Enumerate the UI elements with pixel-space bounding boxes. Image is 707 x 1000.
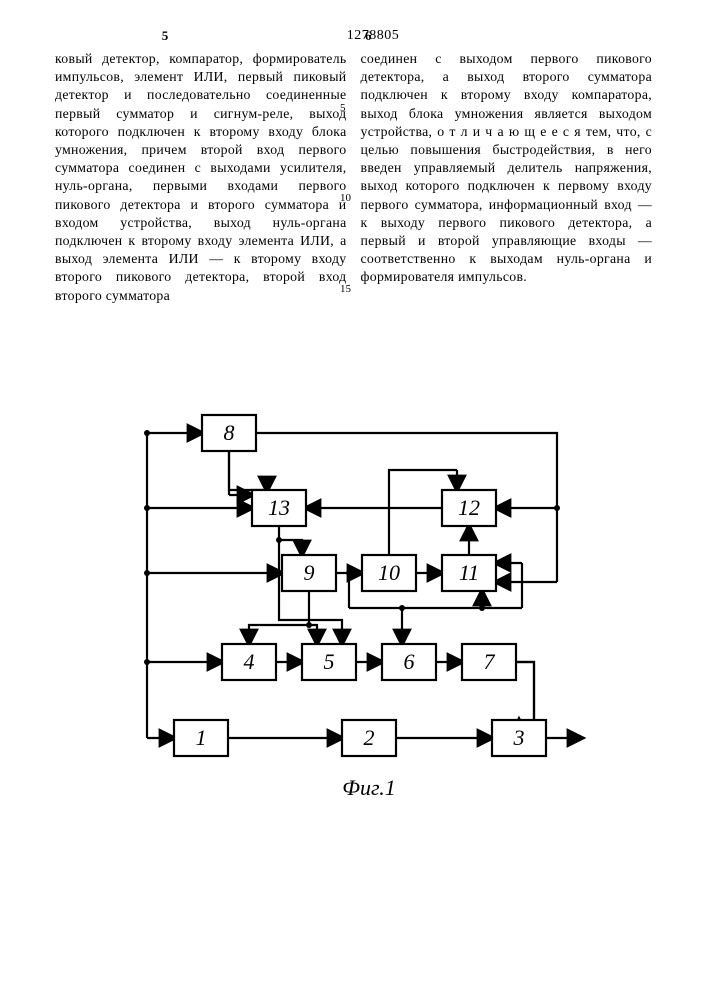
line-marker-10: 10 bbox=[340, 192, 351, 204]
box-7: 7 bbox=[462, 644, 516, 680]
box-8: 8 bbox=[202, 415, 256, 451]
box-4: 4 bbox=[222, 644, 276, 680]
box-9: 9 bbox=[282, 555, 336, 591]
box-10: 10 bbox=[362, 555, 416, 591]
box-7-label: 7 bbox=[484, 649, 496, 674]
box-1: 1 bbox=[174, 720, 228, 756]
box-6-label: 6 bbox=[404, 649, 415, 674]
line-marker-15: 15 bbox=[340, 283, 351, 295]
right-column: соединен с выходом первого пикового дете… bbox=[361, 50, 653, 305]
header-row: 5 1278805 bbox=[55, 28, 652, 44]
col-num-6: 6 bbox=[365, 28, 372, 44]
box-3-label: 3 bbox=[513, 725, 525, 750]
box-9-label: 9 bbox=[304, 560, 315, 585]
box-3: 3 bbox=[492, 720, 546, 756]
box-5-label: 5 bbox=[324, 649, 335, 674]
box-12: 12 bbox=[442, 490, 496, 526]
box-8-label: 8 bbox=[224, 420, 235, 445]
patent-number: 1278805 bbox=[337, 28, 652, 44]
box-12-label: 12 bbox=[458, 495, 480, 520]
box-11-label: 11 bbox=[459, 560, 479, 585]
box-6: 6 bbox=[382, 644, 436, 680]
col-num-5: 5 bbox=[162, 28, 169, 43]
box-13-label: 13 bbox=[268, 495, 290, 520]
box-10-label: 10 bbox=[378, 560, 400, 585]
box-2: 2 bbox=[342, 720, 396, 756]
left-column: ковый детектор, компаратор, формировател… bbox=[55, 50, 347, 305]
page: 5 1278805 6 ковый детектор, компаратор, … bbox=[0, 0, 707, 1000]
box-1-label: 1 bbox=[196, 725, 207, 750]
diagram-svg: 8 13 12 9 10 11 4 5 6 7 1 2 3 Фиг.1 bbox=[57, 395, 647, 825]
text-columns: ковый детектор, компаратор, формировател… bbox=[55, 50, 652, 305]
figure-label: Фиг.1 bbox=[342, 775, 396, 800]
box-13: 13 bbox=[252, 490, 306, 526]
line-marker-5: 5 bbox=[340, 102, 346, 114]
box-11: 11 bbox=[442, 555, 496, 591]
box-4-label: 4 bbox=[244, 649, 255, 674]
col-num-left: 5 bbox=[55, 28, 337, 44]
box-5: 5 bbox=[302, 644, 356, 680]
block-diagram: 8 13 12 9 10 11 4 5 6 7 1 2 3 Фиг.1 bbox=[57, 395, 647, 805]
box-2-label: 2 bbox=[364, 725, 375, 750]
